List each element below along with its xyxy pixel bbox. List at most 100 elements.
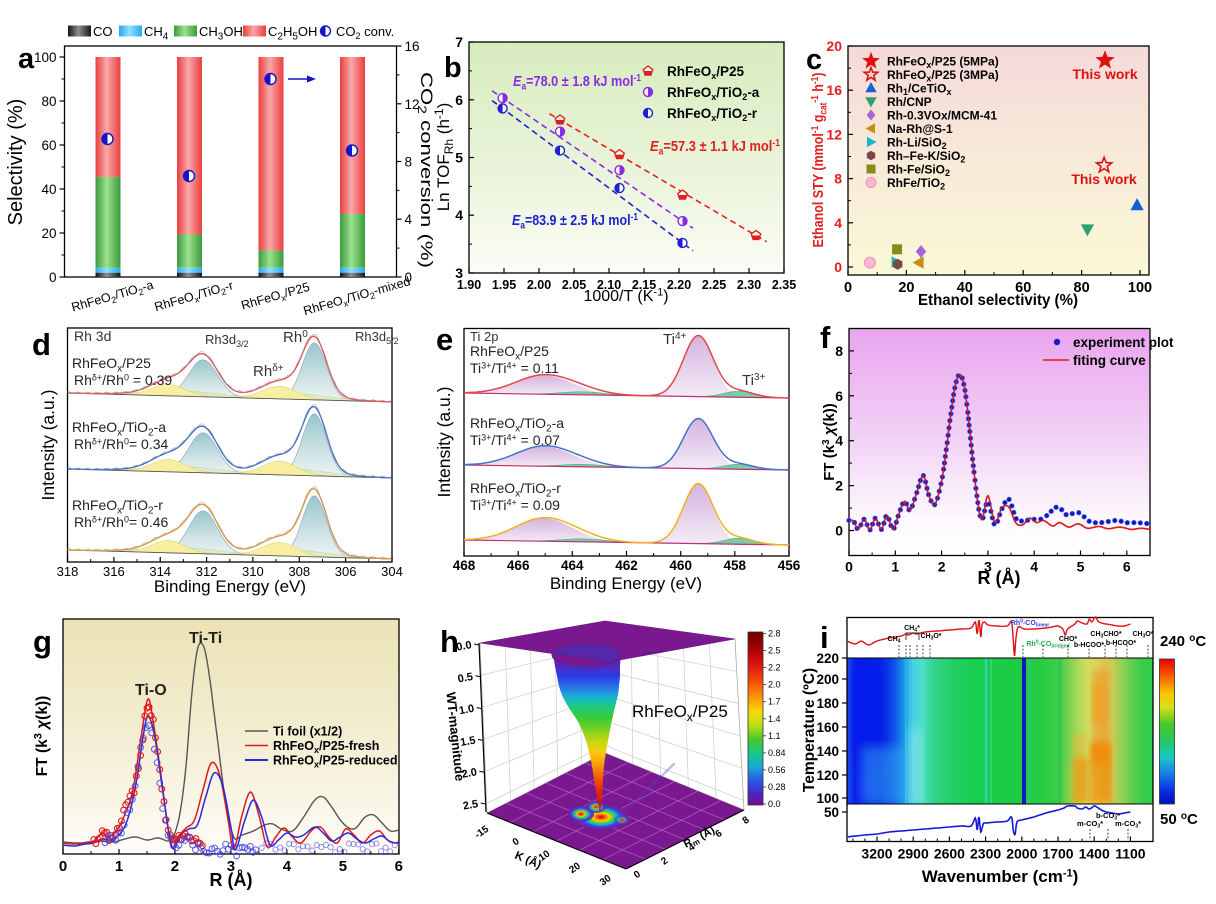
svg-text:Ln TOFRh​ (h-1​): Ln TOFRh​ (h-1​)	[432, 103, 456, 212]
svg-text:5: 5	[455, 150, 463, 166]
svg-text:1.90: 1.90	[457, 278, 481, 292]
svg-text:2.00: 2.00	[527, 278, 551, 292]
svg-text:200: 200	[816, 672, 839, 687]
svg-text:6: 6	[835, 388, 843, 404]
svg-text:RhFeOx​/TiO2​-r: RhFeOx​/TiO2​-r	[153, 278, 236, 316]
svg-text:Intensity (a.u.): Intensity (a.u.)	[38, 390, 58, 501]
svg-text:Ti 2p: Ti 2p	[470, 329, 498, 344]
svg-text:RhFeOx​/P25: RhFeOx​/P25	[470, 343, 549, 362]
svg-text:6: 6	[395, 858, 403, 875]
svg-text:0: 0	[405, 270, 413, 285]
svg-text:CH3​CHO*: CH3​CHO*	[1090, 631, 1121, 640]
svg-text:80: 80	[1074, 280, 1090, 296]
svg-text:100: 100	[34, 50, 57, 65]
svg-text:160: 160	[816, 720, 839, 735]
svg-text:1: 1	[115, 858, 123, 875]
svg-text:6: 6	[714, 828, 725, 840]
svg-text:2: 2	[938, 559, 946, 575]
svg-text:2.30: 2.30	[737, 278, 761, 292]
svg-text:CO2​ conversion (%): CO2​ conversion (%)	[415, 72, 436, 268]
svg-text:40: 40	[41, 182, 56, 197]
svg-text:CH4​*: CH4​*	[904, 625, 920, 634]
svg-text:304: 304	[381, 564, 403, 579]
svg-text:Rh0​: Rh0​	[283, 329, 308, 346]
svg-text:2.0: 2.0	[461, 766, 478, 780]
svg-text:20: 20	[898, 280, 914, 296]
svg-text:1.7: 1.7	[768, 697, 781, 707]
svg-text:C2​H5​OH: C2​H5​OH	[268, 24, 317, 42]
svg-text:Ea​=57.3 ± 1.1 kJ mol-1​: Ea​=57.3 ± 1.1 kJ mol-1​	[650, 138, 780, 157]
svg-text:f: f	[820, 320, 831, 355]
svg-text:1.5: 1.5	[459, 735, 476, 749]
svg-text:RhFeOx​/P25 (5MPa): RhFeOx​/P25 (5MPa)	[887, 55, 999, 71]
svg-text:Rh0​-COlinear​: Rh0​-COlinear​	[1011, 619, 1049, 629]
svg-text:310: 310	[242, 564, 264, 579]
svg-text:0.28: 0.28	[768, 782, 786, 792]
svg-text:316: 316	[103, 564, 125, 579]
svg-text:16: 16	[826, 82, 842, 98]
svg-text:60: 60	[1015, 280, 1031, 296]
svg-text:1.4: 1.4	[768, 714, 781, 724]
svg-text:2.5: 2.5	[462, 798, 479, 812]
svg-text:100: 100	[816, 791, 839, 806]
svg-text:3200: 3200	[861, 846, 892, 862]
svg-text:1400: 1400	[1079, 846, 1110, 862]
svg-text:R (Å): R (Å)	[210, 870, 253, 890]
svg-text:8: 8	[405, 155, 413, 170]
svg-text:20: 20	[826, 38, 842, 54]
svg-text:0.0: 0.0	[455, 639, 472, 653]
svg-text:462: 462	[615, 558, 638, 573]
svg-text:i: i	[820, 620, 829, 655]
svg-text:50 o​C: 50 o​C	[1160, 811, 1198, 828]
svg-text:Ti foil (x1/2): Ti foil (x1/2)	[273, 725, 342, 739]
svg-text:m-CO3​*: m-CO3​*	[1115, 819, 1141, 830]
svg-text:RhFeOx​/P25: RhFeOx​/P25	[240, 280, 312, 315]
svg-text:Wavenumber (cm-1​): Wavenumber (cm-1​)	[922, 867, 1079, 886]
svg-text:Ti-O: Ti-O	[135, 682, 167, 699]
svg-text:308: 308	[288, 564, 310, 579]
svg-text:3: 3	[227, 858, 235, 875]
svg-text:0.56: 0.56	[768, 765, 786, 775]
svg-text:b-HCOO*: b-HCOO*	[1106, 640, 1137, 647]
svg-text:Rh–Fe-K/SiO2​: Rh–Fe-K/SiO2​	[887, 149, 965, 165]
svg-text:RhFe/TiO2​: RhFe/TiO2​	[887, 176, 945, 192]
svg-text:80: 80	[41, 94, 56, 109]
svg-text:3: 3	[984, 559, 992, 575]
svg-text:m-CO3​*: m-CO3​*	[1077, 819, 1103, 830]
svg-text:464: 464	[561, 558, 584, 573]
svg-text:RhFeOx​/TiO2​-a: RhFeOx​/TiO2​-a	[72, 419, 166, 438]
svg-text:RhFeOx​/P25: RhFeOx​/P25	[72, 355, 151, 374]
svg-text:318: 318	[57, 564, 79, 579]
svg-text:e: e	[436, 322, 453, 357]
svg-text:Temperature (ºC): Temperature (ºC)	[801, 668, 818, 792]
svg-text:Binding Energy (eV): Binding Energy (eV)	[550, 574, 702, 593]
svg-text:Ti-Ti: Ti-Ti	[189, 630, 222, 647]
svg-text:CH4​: CH4​	[144, 24, 169, 42]
svg-text:-15: -15	[473, 824, 492, 842]
svg-text:Selectivity (%): Selectivity (%)	[5, 99, 27, 226]
svg-text:0: 0	[49, 270, 57, 285]
svg-text:0.5: 0.5	[457, 671, 474, 685]
svg-text:120: 120	[816, 768, 839, 783]
svg-text:Rh 3d: Rh 3d	[74, 328, 111, 344]
svg-text:b: b	[444, 52, 462, 84]
svg-text:7: 7	[455, 34, 463, 50]
svg-text:12: 12	[405, 97, 420, 112]
svg-text:4: 4	[686, 842, 697, 854]
svg-text:0: 0	[59, 858, 67, 875]
svg-text:RhFeOx​/TiO2​-a: RhFeOx​/TiO2​-a	[667, 85, 760, 102]
svg-text:458: 458	[724, 558, 747, 573]
svg-text:8: 8	[741, 814, 752, 826]
svg-text:1000/T (K-1​): 1000/T (K-1​)	[583, 287, 668, 305]
svg-text:2000: 2000	[1006, 846, 1037, 862]
svg-text:240 o​C: 240 o​C	[1160, 633, 1206, 650]
svg-text:180: 180	[816, 696, 839, 711]
svg-text:2.20: 2.20	[667, 278, 691, 292]
svg-text:This work: This work	[1071, 171, 1137, 187]
svg-text:Ea​=78.0 ± 1.8 kJ mol-1​: Ea​=78.0 ± 1.8 kJ mol-1​	[513, 73, 641, 92]
svg-text:Binding Energy (eV): Binding Energy (eV)	[154, 577, 306, 596]
svg-text:RhFeOx​/TiO2​-mixed: RhFeOx​/TiO2​-mixed	[302, 274, 413, 320]
svg-text:314: 314	[149, 564, 171, 579]
svg-text:RhFeOx​/TiO2​-r: RhFeOx​/TiO2​-r	[667, 106, 758, 123]
svg-text:RhFeOx​/P25-fresh: RhFeOx​/P25-fresh	[273, 739, 379, 755]
